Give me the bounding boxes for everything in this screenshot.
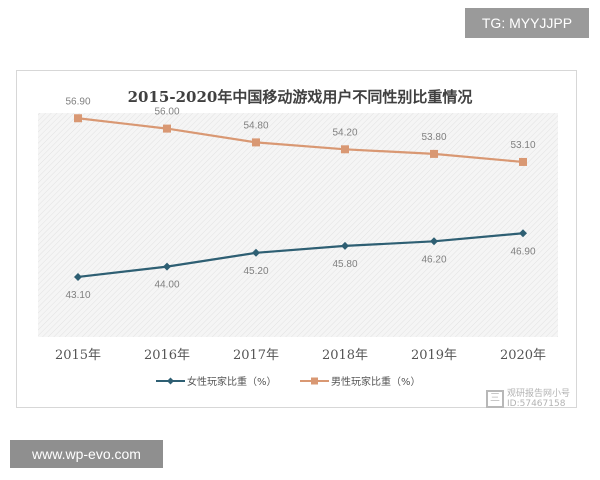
male-point [163, 124, 171, 133]
male-series-line [77, 117, 524, 164]
male-point [430, 149, 438, 158]
male-point [252, 138, 260, 147]
website-tag: www.wp-evo.com [10, 440, 163, 468]
x-tick-label: 2015年 [55, 348, 101, 363]
male-point [74, 114, 82, 123]
legend-female-marker [167, 377, 174, 385]
x-tick-label: 2016年 [144, 348, 190, 363]
female-data-label: 46.90 [510, 246, 535, 257]
plot-area [38, 113, 558, 337]
legend-male-marker [311, 377, 318, 385]
female-point [341, 241, 349, 250]
male-point [519, 157, 527, 166]
x-tick-label: 2020年 [500, 348, 546, 363]
male-data-label: 54.80 [243, 120, 268, 131]
female-data-label: 43.10 [65, 290, 90, 301]
watermark-logo-icon: 三 [486, 390, 504, 408]
legend-female-label: 女性玩家比重（%） [187, 375, 277, 388]
male-data-label: 56.00 [154, 107, 179, 118]
tg-tag: TG: MYYJJPP [465, 8, 589, 38]
female-point [519, 229, 527, 238]
female-series-line [77, 232, 524, 279]
x-tick-label: 2019年 [411, 348, 457, 363]
female-data-label: 45.80 [332, 259, 357, 270]
female-point [252, 248, 260, 257]
male-data-label: 54.20 [332, 127, 357, 138]
male-data-label: 56.90 [65, 96, 90, 107]
male-data-label: 53.10 [510, 140, 535, 151]
female-point [430, 237, 438, 246]
female-data-label: 46.20 [421, 254, 446, 265]
watermark-line-1: 观研报告网小号 [507, 389, 571, 399]
x-tick-label: 2017年 [233, 348, 279, 363]
watermark: 三 观研报告网小号 ID:57467158 [486, 386, 570, 412]
chart-title: 2015-2020年中国移动游戏用户不同性别比重情况 [127, 88, 473, 106]
male-data-label: 53.80 [421, 132, 446, 143]
x-tick-label: 2018年 [322, 348, 368, 363]
female-data-label: 45.20 [243, 266, 268, 277]
male-point [341, 145, 349, 154]
female-data-label: 44.00 [154, 280, 179, 291]
watermark-line-2: ID:57467158 [507, 399, 566, 409]
female-point [74, 272, 82, 281]
female-point [163, 262, 171, 271]
legend-male-label: 男性玩家比重（%） [331, 375, 421, 388]
